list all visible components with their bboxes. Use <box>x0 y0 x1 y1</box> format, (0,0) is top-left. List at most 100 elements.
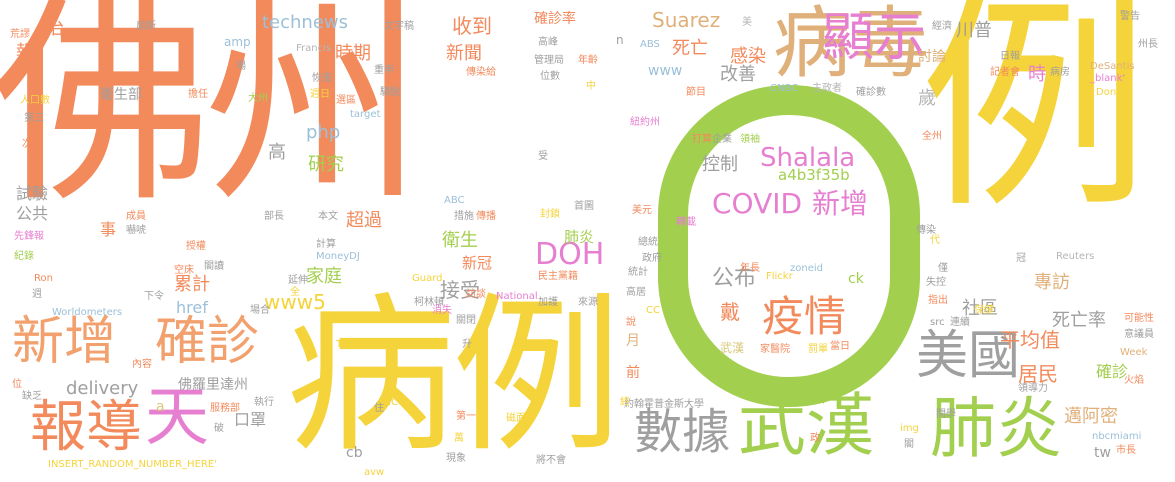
word-cloud-word: 政府 <box>642 253 662 264</box>
word-cloud-word: 先鋒報 <box>14 231 44 242</box>
word-cloud-word: 企業 <box>712 134 732 145</box>
word-cloud-word: 執行 <box>254 397 274 408</box>
word-cloud-word: 節目 <box>686 87 706 98</box>
word-cloud-word: 內容 <box>132 359 152 370</box>
word-cloud-word: 恢復 <box>312 73 332 84</box>
word-cloud-word: 第三 <box>24 113 44 124</box>
word-cloud-word: 意議員 <box>1124 329 1154 340</box>
word-cloud-word: 年長 <box>740 263 760 274</box>
word-cloud-word: 確診率 <box>534 11 576 27</box>
word-cloud-word: CNBC <box>770 83 799 94</box>
word-cloud-word: 冠 <box>1016 253 1026 264</box>
word-cloud-word: 傳播 <box>476 211 496 222</box>
word-cloud-word: 時期 <box>335 43 371 64</box>
word-cloud-word: 確診數 <box>856 87 886 98</box>
word-cloud-word: 打算 <box>692 134 712 145</box>
word-cloud-word: CC <box>646 305 660 316</box>
word-cloud-word: 消失 <box>432 305 452 316</box>
word-cloud-word: Thomson <box>336 339 382 350</box>
word-cloud-word: 來源 <box>578 297 598 308</box>
word-cloud-word: 閣 <box>904 439 914 450</box>
word-cloud-word: 美國 <box>916 326 1021 386</box>
word-cloud-word: Donna <box>1096 87 1129 98</box>
word-cloud-word: National <box>496 291 538 302</box>
word-cloud-word: 將不會 <box>536 455 566 466</box>
word-cloud-word: img <box>900 423 919 434</box>
word-cloud-word: 確診 <box>1096 362 1129 381</box>
word-cloud-word: 死亡率 <box>1052 310 1106 331</box>
word-cloud-word: 新冠 <box>462 254 493 272</box>
word-cloud-word: Guard <box>412 273 443 284</box>
word-cloud-word: nbcmiami <box>1092 431 1142 442</box>
word-cloud-word: MoneyDJ <box>316 251 360 262</box>
word-cloud-word: _blank' <box>1090 73 1126 84</box>
word-cloud-word: 週 <box>32 289 42 300</box>
word-cloud-word: technews <box>262 12 349 33</box>
word-cloud-word: 下令 <box>144 291 164 302</box>
word-cloud-word: Francis <box>296 43 332 54</box>
word-cloud-word: 歲 <box>918 88 936 109</box>
word-cloud-word: 公共 <box>16 204 49 223</box>
word-cloud-word: 授權 <box>186 241 206 252</box>
word-cloud-word: delivery <box>66 378 139 399</box>
word-cloud-word: 民主黨籍 <box>538 271 578 282</box>
word-cloud-word: 受 <box>538 151 548 162</box>
word-cloud-word: 報 <box>16 42 34 63</box>
word-cloud-word: INSERT_RANDOM_NUMBER_HERE' <box>48 459 217 470</box>
word-cloud-word: 主政者 <box>812 83 842 94</box>
word-cloud-word: 服務部 <box>210 403 240 414</box>
word-cloud-word: 罰單 <box>808 344 828 355</box>
word-cloud-word: 美元 <box>632 205 652 216</box>
word-cloud-word: tw <box>1094 445 1111 461</box>
word-cloud-word: 失控 <box>926 277 946 288</box>
word-cloud-word: cb <box>346 445 363 461</box>
word-cloud-word: 佛州 <box>0 0 424 232</box>
word-cloud-word: 領袖 <box>740 134 760 145</box>
word-cloud-word: 訪談 <box>466 289 486 300</box>
word-cloud-word: 居民 <box>1018 362 1058 386</box>
word-cloud-word: 空床 <box>174 265 194 276</box>
word-cloud-word: 家庭 <box>306 266 342 287</box>
word-cloud-word: 月 <box>626 333 640 349</box>
word-cloud-word: 佛羅里達州 <box>178 377 248 393</box>
word-cloud-word: 關閉 <box>456 315 476 326</box>
word-cloud-word: Week <box>1120 347 1148 358</box>
word-cloud-word: 日報 <box>1000 51 1020 62</box>
word-cloud-word: 報導 <box>30 395 142 460</box>
word-cloud-word: 統計 <box>628 267 648 278</box>
word-cloud-word: www <box>648 63 683 79</box>
word-cloud-word: 擔任 <box>188 89 208 100</box>
word-cloud-word: Flickr <box>766 271 793 282</box>
word-cloud-word: 終 <box>620 397 630 408</box>
word-cloud-word: 改善 <box>720 64 756 85</box>
word-cloud-word: 州長 <box>1138 39 1158 50</box>
word-cloud-word: 連續 <box>950 317 970 328</box>
word-cloud-word: 說 <box>626 317 636 328</box>
word-cloud-word: 高峰 <box>538 37 558 48</box>
word-cloud-word: 領導力 <box>1018 383 1048 394</box>
word-cloud-word: 病例 <box>286 278 622 476</box>
word-cloud-word: avw <box>364 467 385 478</box>
word-cloud-word: 重申 <box>374 65 394 76</box>
word-cloud-word: 指出 <box>928 295 948 306</box>
word-cloud-word: 柯林頓 <box>414 297 444 308</box>
word-cloud-word: 衛生 <box>442 230 478 251</box>
word-cloud-word: 位 <box>12 379 22 390</box>
word-cloud-word: 武漢 <box>738 387 875 466</box>
word-cloud-word: 美 <box>742 17 752 28</box>
word-cloud-word: 記者會 <box>990 67 1020 78</box>
word-cloud-word: 新增 <box>12 312 117 372</box>
word-cloud-word: 位數 <box>540 71 560 82</box>
word-cloud-word: 磁面 <box>506 413 526 424</box>
word-cloud-word: www5 <box>264 290 326 314</box>
word-cloud-word: src <box>930 317 945 328</box>
word-cloud-word: ck <box>848 271 864 287</box>
word-cloud-word: 社區 <box>962 298 998 319</box>
word-cloud-word: COVID <box>712 187 803 220</box>
word-cloud-word: 文字稿 <box>384 21 414 32</box>
word-cloud-word: n <box>616 33 624 47</box>
word-cloud-word: 約翰霍普金斯大學 <box>624 399 704 410</box>
word-cloud-word: 全 <box>290 287 300 298</box>
word-cloud-word: 戴 <box>720 300 740 324</box>
